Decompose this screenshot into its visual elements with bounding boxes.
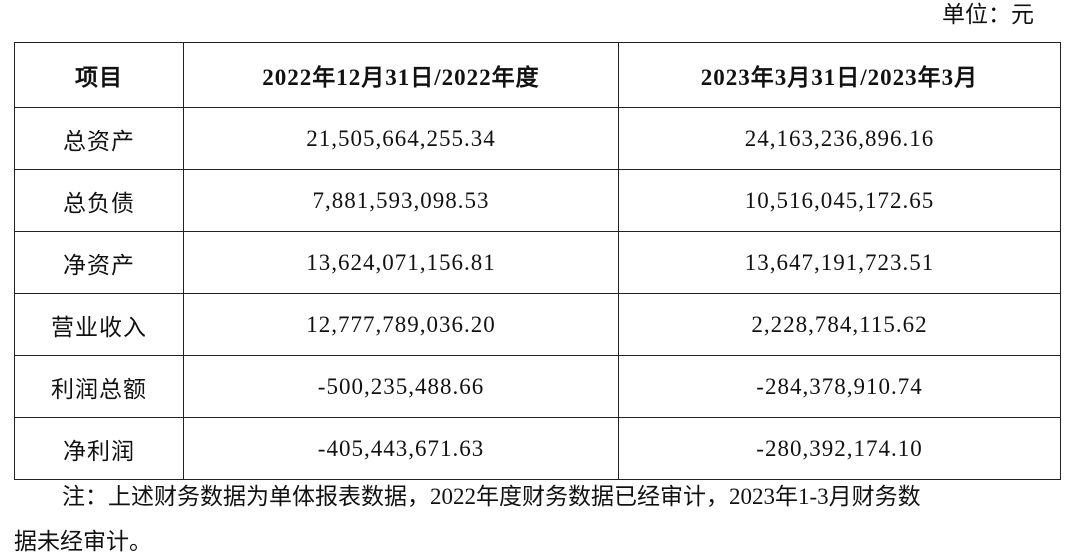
unit-label: 单位：元 <box>942 2 1034 27</box>
row-label: 总负债 <box>14 169 184 232</box>
row-label: 净资产 <box>14 231 184 294</box>
table-row: 净资产 13,624,071,156.81 13,647,191,723.51 <box>14 231 1061 294</box>
value-cell: 21,505,664,255.34 <box>183 107 619 170</box>
note: 据未经审计。 <box>14 529 152 554</box>
value-cell: 2,228,784,115.62 <box>618 293 1061 356</box>
row-label: 总资产 <box>14 107 184 170</box>
header-cell: 2023年3月31日/2023年3月 <box>618 42 1061 108</box>
table-row: 净利润 -405,443,671.63 -280,392,174.10 <box>14 417 1061 480</box>
value-cell: 24,163,236,896.16 <box>618 107 1061 170</box>
header-row: 项目 2022年12月31日/2022年度 2023年3月31日/2023年3月 <box>14 42 1061 108</box>
value-cell: -405,443,671.63 <box>183 417 619 480</box>
value-cell: 13,647,191,723.51 <box>618 231 1061 294</box>
row-label: 营业收入 <box>14 293 184 356</box>
note: 注：上述财务数据为单体报表数据，2022年度财务数据已经审计，2023年1-3月… <box>62 484 921 509</box>
financial-table: 项目 2022年12月31日/2022年度 2023年3月31日/2023年3月 总… <box>14 42 1061 480</box>
table-row: 总资产 21,505,664,255.34 24,163,236,896.16 <box>14 107 1061 170</box>
row-label: 净利润 <box>14 417 184 480</box>
value-cell: 7,881,593,098.53 <box>183 169 619 232</box>
table-row: 营业收入 12,777,789,036.20 2,228,784,115.62 <box>14 293 1061 356</box>
table-row: 利润总额 -500,235,488.66 -284,378,910.74 <box>14 355 1061 418</box>
header-cell: 2022年12月31日/2022年度 <box>183 42 619 108</box>
header-cell: 项目 <box>14 42 184 108</box>
row-label: 利润总额 <box>14 355 184 418</box>
value-cell: 13,624,071,156.81 <box>183 231 619 294</box>
value-cell: -500,235,488.66 <box>183 355 619 418</box>
value-cell: -280,392,174.10 <box>618 417 1061 480</box>
value-cell: -284,378,910.74 <box>618 355 1061 418</box>
table-body: 总资产 21,505,664,255.34 24,163,236,896.16 总负债… <box>14 107 1061 480</box>
value-cell: 12,777,789,036.20 <box>183 293 619 356</box>
table-row: 总负债 7,881,593,098.53 10,516,045,172.65 <box>14 169 1061 232</box>
value-cell: 10,516,045,172.65 <box>618 169 1061 232</box>
